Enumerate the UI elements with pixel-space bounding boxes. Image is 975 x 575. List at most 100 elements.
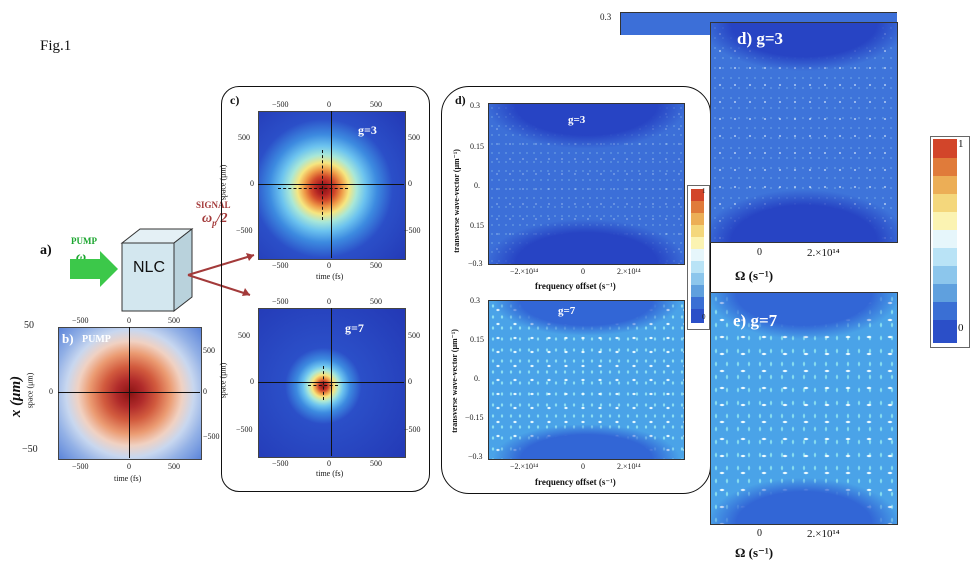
outer-y-label: x (μm) xyxy=(8,375,25,418)
c-upper-y-tick-500: 500 xyxy=(238,133,250,142)
d-upper-y-tick-4: −0.3 xyxy=(468,259,483,268)
d-lower-y-axis-label: transverse wave-vector (μm⁻¹) xyxy=(449,329,459,433)
zoom-d-speckle-map-main xyxy=(710,22,898,243)
pump-label: PUMP xyxy=(71,236,97,246)
c-upper-x-axis-label: time (fs) xyxy=(316,272,344,281)
pump-frequency-symbol: ω xyxy=(76,250,87,265)
right-colorbar xyxy=(930,136,970,348)
c-lower-y-tick-500: 500 xyxy=(238,331,250,340)
c-upper-intensity-map xyxy=(258,111,406,260)
zoom-d-x-tick-pos: 2.×10¹⁴ xyxy=(807,247,840,259)
pump-top-tick-zero: 0 xyxy=(127,316,131,325)
c-upper-top-tick-zero: 0 xyxy=(327,100,331,109)
d-colorbar-swatch xyxy=(691,237,704,249)
panel-d-frame xyxy=(441,86,711,494)
d-lower-x-tick-pos: 2.×10¹⁴ xyxy=(617,462,641,471)
pump-top-tick-pos: 500 xyxy=(168,316,180,325)
right-colorbar-swatch xyxy=(933,139,957,158)
crystal-front-face xyxy=(121,242,175,312)
d-lower-y-tick-4: −0.3 xyxy=(468,452,483,461)
zoom-d-x-tick-zero: 0 xyxy=(757,247,762,258)
pump-panel-title: PUMP xyxy=(82,334,111,345)
c-upper-top-tick-neg: −500 xyxy=(272,100,289,109)
c-upper-dash-h xyxy=(278,188,348,189)
d-lower-y-tick-2: 0. xyxy=(474,374,480,383)
crystal-side-face xyxy=(173,227,193,313)
pump-bottom-tick-neg: −500 xyxy=(72,462,89,471)
d-colorbar-swatch xyxy=(691,249,704,261)
c-lower-bottom-tick-neg: −500 xyxy=(272,459,289,468)
d-lower-x-axis-label: frequency offset (s⁻¹) xyxy=(535,477,616,487)
pump-left-tick-zero: 0 xyxy=(49,387,53,396)
right-colorbar-swatch xyxy=(933,158,957,176)
signal-arrow-upper-head xyxy=(246,253,254,261)
right-colorbar-swatch xyxy=(933,212,957,230)
c-upper-y-axis-label: space (μm) xyxy=(218,164,228,201)
c-lower-y-tick-0: 0 xyxy=(250,377,254,386)
right-colorbar-swatch xyxy=(933,320,957,343)
c-lower-g-label: g=7 xyxy=(345,321,364,335)
outer-y-tick-top: 50 xyxy=(24,320,34,331)
c-lower-y-tick-right-500: 500 xyxy=(408,331,420,340)
zoom-e-x-tick-pos: 2.×10¹⁴ xyxy=(807,528,840,540)
c-lower-bottom-tick-zero: 0 xyxy=(327,459,331,468)
d-lower-y-tick-3: −0.15 xyxy=(465,413,484,422)
pump-arrow xyxy=(70,251,118,287)
right-colorbar-swatch xyxy=(933,176,957,194)
c-upper-bottom-tick-zero: 0 xyxy=(327,261,331,270)
signal-frequency-sub: p xyxy=(212,217,217,228)
d-colorbar-swatch xyxy=(691,309,704,323)
crystal-label: NLC xyxy=(133,259,166,276)
c-lower-y-tick-neg500: −500 xyxy=(236,425,253,434)
d-upper-y-tick-1: 0.15 xyxy=(470,142,484,151)
d-upper-speckle-map xyxy=(488,103,685,265)
d-colorbar-swatch xyxy=(691,213,704,225)
signal-label: SIGNAL xyxy=(196,200,231,210)
right-colorbar-swatch xyxy=(933,194,957,212)
d-colorbar-swatch xyxy=(691,201,704,213)
zoom-e-speckle-map xyxy=(710,292,898,525)
d-upper-y-tick-2: 0. xyxy=(474,181,480,190)
c-upper-bottom-tick-pos: 500 xyxy=(370,261,382,270)
pump-panel-label: b) xyxy=(62,331,74,346)
zoom-e-x-tick-zero: 0 xyxy=(757,528,762,539)
d-colorbar-swatch xyxy=(691,189,704,201)
outer-y-tick-bottom: −50 xyxy=(22,444,38,455)
zoom-d-label: d) g=3 xyxy=(737,29,784,48)
d-upper-y-tick-0: 0.3 xyxy=(470,101,480,110)
right-colorbar-swatch xyxy=(933,230,957,248)
c-lower-y-tick-right-0: 0 xyxy=(408,377,412,386)
d-colorbar-tick-1: 1 xyxy=(702,187,706,195)
c-upper-crosshair-v xyxy=(331,111,332,258)
d-colorbar-swatch xyxy=(691,297,704,309)
pump-crosshair-v xyxy=(129,327,130,458)
right-colorbar-swatch xyxy=(933,266,957,284)
signal-frequency-div: /2 xyxy=(216,211,228,226)
d-lower-x-tick-neg: −2.×10¹⁴ xyxy=(510,462,539,471)
right-colorbar-tick-0: 0 xyxy=(958,322,964,334)
c-lower-top-tick-zero: 0 xyxy=(327,297,331,306)
d-lower-y-tick-0: 0.3 xyxy=(470,296,480,305)
c-upper-y-tick-right-500: 500 xyxy=(408,133,420,142)
d-upper-x-axis-label: frequency offset (s⁻¹) xyxy=(535,281,616,291)
d-upper-x-tick-pos: 2.×10¹⁴ xyxy=(617,267,641,276)
panel-c-frame xyxy=(221,86,430,492)
signal-frequency: ωp/2 xyxy=(202,211,228,228)
scheme-panel-label: a) xyxy=(40,243,52,258)
pump-bottom-tick-zero: 0 xyxy=(127,462,131,471)
pump-intensity-map xyxy=(58,327,202,460)
c-lower-dash-v xyxy=(323,366,324,400)
c-lower-crosshair-v xyxy=(331,308,332,456)
c-upper-y-tick-right-neg500: −500 xyxy=(404,226,421,235)
d-colorbar-swatch xyxy=(691,261,704,273)
pump-bottom-tick-pos: 500 xyxy=(168,462,180,471)
zoom-d-y-tick-top: 0.3 xyxy=(600,12,612,22)
figure-label: Fig.1 xyxy=(40,38,72,54)
zoom-e-x-axis-label: Ω (s⁻¹) xyxy=(735,545,774,560)
d-upper-y-tick-3: 0.15 xyxy=(470,221,484,230)
d-upper-x-tick-zero: 0 xyxy=(581,267,585,276)
c-upper-dash-v xyxy=(322,150,323,220)
c-upper-g-label: g=3 xyxy=(358,123,377,137)
right-colorbar-swatch xyxy=(933,248,957,266)
c-lower-x-axis-label: time (fs) xyxy=(316,469,344,478)
